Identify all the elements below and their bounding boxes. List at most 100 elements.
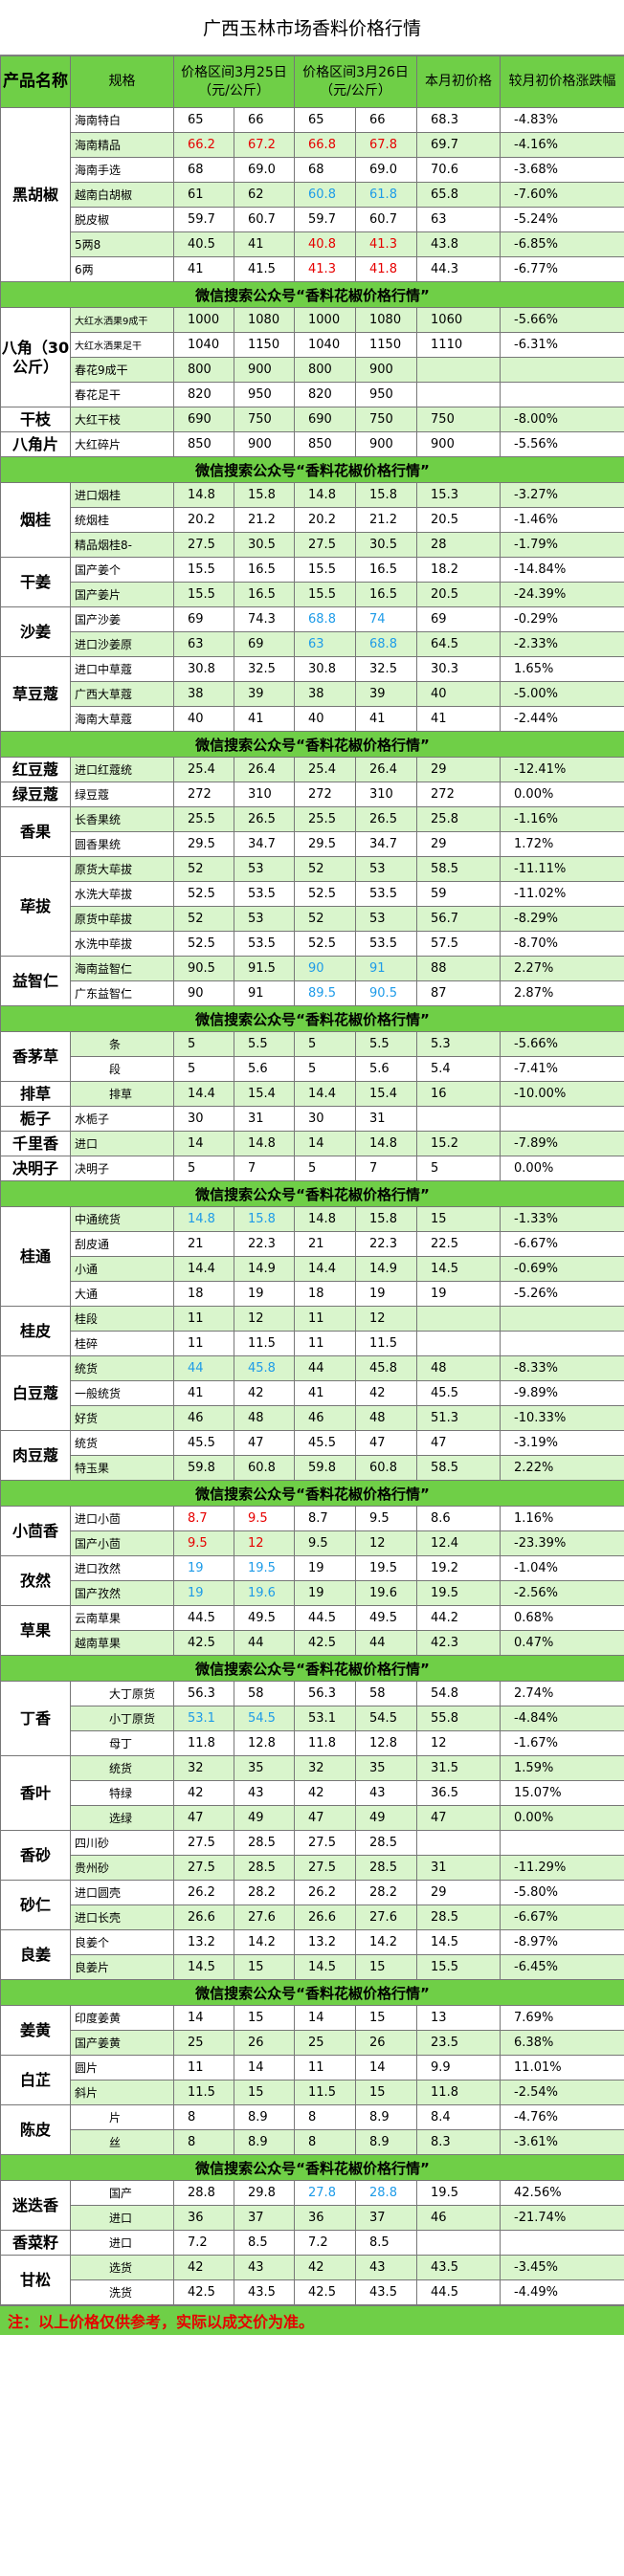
price-mar26-low: 56.3 — [294, 1681, 357, 1706]
change-percent: 2.22% — [500, 1455, 624, 1481]
spec-cell: 进口长壳 — [70, 1904, 174, 1930]
month-start-price: 12.4 — [416, 1530, 501, 1556]
price-mar26-low: 44.5 — [294, 1605, 357, 1631]
price-mar25-low: 30.8 — [173, 656, 234, 682]
wechat-banner: 微信搜索公众号“香料花椒价格行情” — [0, 456, 624, 483]
month-start-price: 18.2 — [416, 557, 501, 583]
price-mar26-low: 11 — [294, 2055, 357, 2081]
price-mar26-low: 52 — [294, 856, 357, 882]
price-mar26-high: 61.8 — [355, 182, 418, 208]
price-mar26-low: 21 — [294, 1231, 357, 1257]
price-mar25-high: 49.5 — [233, 1605, 296, 1631]
price-mar26-low: 63 — [294, 631, 357, 657]
change-percent: -3.68% — [500, 157, 624, 183]
month-start-price: 69 — [416, 606, 501, 632]
price-mar25-high: 14.2 — [233, 1929, 296, 1955]
change-percent: -11.29% — [500, 1855, 624, 1881]
month-start-price: 88 — [416, 956, 501, 981]
price-mar26-low: 18 — [294, 1281, 357, 1307]
product-name: 迷迭香 — [0, 2180, 71, 2231]
price-mar25-high: 12.8 — [233, 1730, 296, 1756]
price-mar25-low: 42.5 — [173, 2279, 234, 2305]
price-mar26-high: 750 — [355, 407, 418, 432]
month-start-price: 8.6 — [416, 1506, 501, 1531]
wechat-banner: 微信搜索公众号“香料花椒价格行情” — [0, 1480, 624, 1507]
month-start-price: 42.3 — [416, 1630, 501, 1656]
change-percent: 7.69% — [500, 2005, 624, 2031]
product-name: 绿豆蔻 — [0, 782, 71, 807]
change-percent: -2.33% — [500, 631, 624, 657]
price-mar26-low: 27.5 — [294, 532, 357, 558]
table-row: 海南大草蔻 40 41 40 41 41 -2.44% — [1, 706, 624, 732]
change-percent: 2.87% — [500, 980, 624, 1006]
price-mar25-low: 1000 — [173, 307, 234, 333]
price-mar26-high: 12.8 — [355, 1730, 418, 1756]
price-mar26-low: 45.5 — [294, 1430, 357, 1456]
price-mar26-low: 60.8 — [294, 182, 357, 208]
price-mar26-high: 21.2 — [355, 507, 418, 533]
price-mar26-high: 19 — [355, 1281, 418, 1307]
price-mar26-high: 48 — [355, 1405, 418, 1431]
price-mar25-high: 69 — [233, 631, 296, 657]
header-price-mar25: 价格区间3月25日（元/公斤） — [172, 55, 296, 108]
price-mar26-high: 15.8 — [355, 482, 418, 508]
spec-cell: 桂段 — [70, 1306, 174, 1332]
price-mar26-high: 900 — [355, 431, 418, 457]
table-row: 精品烟桂8- 27.5 30.5 27.5 30.5 28 -1.79% — [1, 532, 624, 558]
price-mar25-low: 42.5 — [173, 1630, 234, 1656]
product-name: 桂通 — [0, 1206, 71, 1307]
price-mar26-high: 35 — [355, 1755, 418, 1781]
table-row: 广西大草蔻 38 39 38 39 40 -5.00% — [1, 681, 624, 707]
price-mar26-low: 66.8 — [294, 132, 357, 158]
price-mar26-high: 34.7 — [355, 831, 418, 857]
month-start-price: 9.9 — [416, 2055, 501, 2081]
product-name: 沙姜 — [0, 606, 71, 657]
price-mar26-high: 60.7 — [355, 207, 418, 232]
table-row: 进口长壳 26.6 27.6 26.6 27.6 28.5 -6.67% — [1, 1904, 624, 1930]
table-row: 益智仁 海南益智仁 90.5 91.5 90 91 88 2.27% — [0, 956, 624, 1006]
price-mar25-low: 21 — [173, 1231, 234, 1257]
price-mar26-high: 310 — [355, 782, 418, 807]
table-row: 海南手选 68 69.0 68 69.0 70.6 -3.68% — [1, 157, 624, 183]
price-mar26-high: 91 — [355, 956, 418, 981]
price-mar25-low: 8 — [173, 2129, 234, 2155]
price-mar26-low: 11.5 — [294, 2080, 357, 2105]
table-row: 绿豆蔻 绿豆蔻 272 310 272 310 272 0.00% — [0, 782, 624, 807]
price-mar25-low: 66.2 — [173, 132, 234, 158]
price-mar25-high: 35 — [233, 1755, 296, 1781]
price-mar26-high: 8.5 — [355, 2230, 418, 2256]
table-row: 香砂 四川砂 27.5 28.5 27.5 28.5 — [0, 1830, 624, 1881]
price-mar26-high: 28.8 — [355, 2180, 418, 2206]
price-mar26-low: 40 — [294, 706, 357, 732]
price-mar25-low: 47 — [173, 1805, 234, 1831]
price-mar26-low: 1000 — [294, 307, 357, 333]
page-title: 广西玉林市场香料价格行情 — [0, 0, 624, 55]
price-mar25-low: 5 — [173, 1031, 234, 1057]
price-mar25-low: 46 — [173, 1405, 234, 1431]
price-mar25-low: 1040 — [173, 332, 234, 358]
price-mar25-low: 19 — [173, 1555, 234, 1581]
month-start-price: 30.3 — [416, 656, 501, 682]
price-mar25-high: 9.5 — [233, 1506, 296, 1531]
spec-cell: 原货大荜拔 — [70, 856, 174, 882]
wechat-banner: 微信搜索公众号“香料花椒价格行情” — [0, 1655, 624, 1682]
price-mar26-low: 89.5 — [294, 980, 357, 1006]
spec-cell: 好货 — [70, 1405, 174, 1431]
change-percent: -6.77% — [500, 256, 624, 282]
price-mar25-low: 41 — [173, 256, 234, 282]
spec-cell: 脱皮椒 — [70, 207, 174, 232]
price-mar25-low: 272 — [173, 782, 234, 807]
price-mar25-high: 28.5 — [233, 1855, 296, 1881]
table-row: 八角片 大红碎片 850 900 850 900 900 -5.56% — [0, 431, 624, 457]
change-percent: -2.56% — [500, 1580, 624, 1606]
price-mar25-low: 32 — [173, 1755, 234, 1781]
price-mar26-high: 5.5 — [355, 1031, 418, 1057]
month-start-price: 29 — [416, 1880, 501, 1905]
table-row: 沙姜 国产沙姜 69 74.3 68.8 74 69 -0.29% — [0, 606, 624, 657]
price-mar26-high: 15.4 — [355, 1081, 418, 1107]
change-percent: -9.89% — [500, 1380, 624, 1406]
spec-cell: 贵州砂 — [70, 1855, 174, 1881]
price-mar26-high: 26 — [355, 2030, 418, 2056]
header-row: 产品名称 规格 价格区间3月25日（元/公斤） 价格区间3月26日（元/公斤） … — [0, 55, 624, 108]
spec-cell: 大红干枝 — [70, 407, 174, 432]
